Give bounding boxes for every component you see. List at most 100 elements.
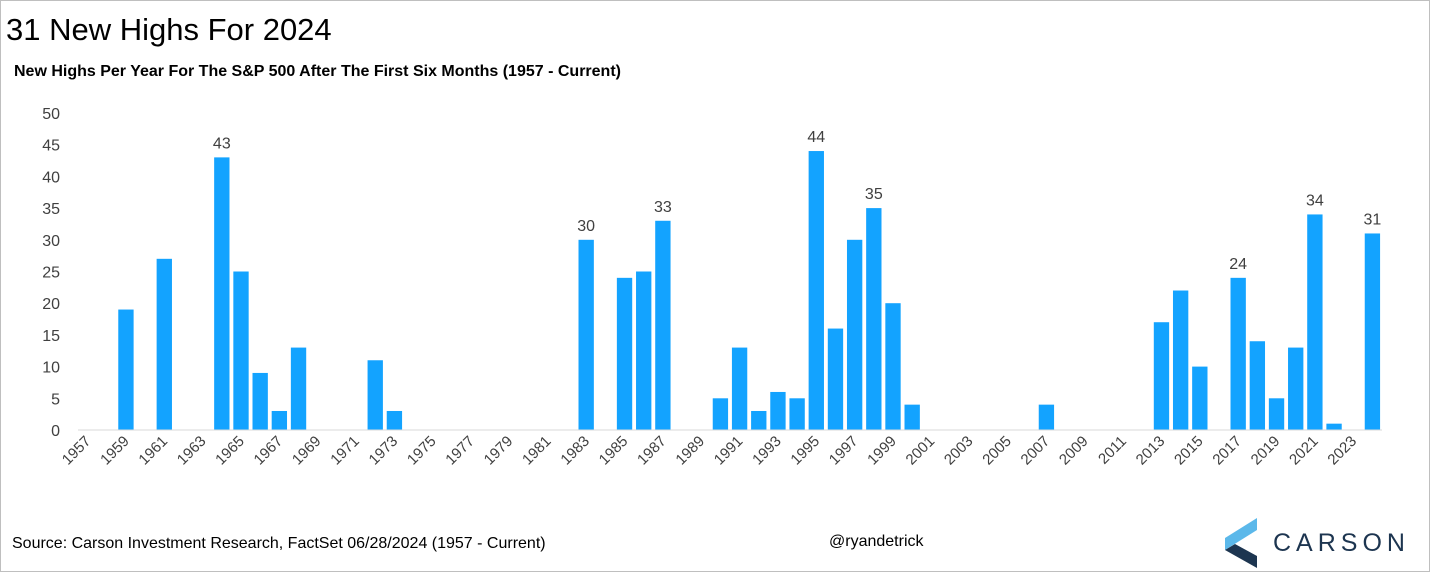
x-tick-label: 1993: [749, 433, 785, 469]
bar-1985: [616, 277, 633, 430]
y-tick-label: 50: [42, 106, 60, 123]
bar-1983: [578, 239, 594, 430]
y-tick-label: 40: [42, 169, 60, 186]
x-tick-label: 1987: [634, 433, 670, 469]
x-tick-label: 1961: [136, 433, 172, 469]
x-tick-label: 1989: [672, 433, 708, 469]
bar-1961: [156, 258, 172, 430]
data-label-2017: 24: [1229, 256, 1247, 273]
bar-1992: [751, 410, 767, 430]
x-tick-label: 1985: [596, 433, 632, 469]
x-tick-label: 2007: [1018, 433, 1054, 469]
x-tick-label: 1975: [404, 433, 440, 469]
y-tick-label: 25: [42, 265, 60, 282]
bar-1994: [789, 398, 805, 430]
x-tick-label: 2011: [1095, 433, 1130, 468]
logo-wordmark: CARSON: [1273, 528, 1410, 557]
y-tick-label: 20: [42, 296, 60, 313]
x-tick-label: 2021: [1286, 433, 1322, 469]
x-tick-label: 1963: [174, 433, 210, 469]
bar-2018: [1249, 341, 1266, 430]
x-tick-label: 2023: [1324, 433, 1360, 469]
x-tick-label: 2009: [1056, 433, 1092, 469]
carson-logo: CARSON: [1225, 518, 1410, 568]
bars: [118, 151, 1381, 431]
bar-2022: [1326, 423, 1342, 430]
x-tick-label: 1967: [251, 433, 287, 469]
bar-1967: [271, 410, 288, 430]
x-tick-label: 2019: [1248, 433, 1284, 469]
bar-1987: [655, 220, 671, 430]
bar-1999: [885, 303, 901, 430]
page-title: 31 New Highs For 2024: [6, 12, 332, 47]
y-tick-label: 0: [51, 423, 60, 440]
x-tick-label: 2015: [1171, 433, 1207, 469]
y-tick-label: 35: [42, 201, 60, 218]
bar-1959: [118, 309, 134, 430]
chart-subtitle: New Highs Per Year For The S&P 500 After…: [14, 63, 621, 80]
x-tick-label: 1997: [826, 433, 862, 469]
bar-1973: [386, 410, 403, 430]
x-tick-label: 1979: [481, 433, 517, 469]
bar-2017: [1230, 277, 1246, 430]
x-tick-label: 2005: [979, 433, 1015, 469]
x-tick-label: 1981: [519, 433, 555, 469]
bar-2000: [904, 404, 920, 430]
bar-1986: [636, 271, 652, 430]
x-tick-label: 1957: [59, 433, 95, 469]
bar-chart: 0 5 10 15 20 25 30 35 40 45 50 43 30 33 44 35 24 34 31 19…: [42, 106, 1382, 469]
y-tick-label: 15: [42, 328, 60, 345]
bar-1996: [827, 328, 844, 430]
x-tick-label: 1971: [327, 433, 363, 469]
x-tick-label: 1977: [442, 433, 478, 469]
data-label-1983: 30: [577, 218, 595, 235]
bar-2021: [1307, 214, 1323, 430]
bar-2013: [1153, 322, 1170, 430]
bar-1972: [367, 360, 383, 430]
source-note: Source: Carson Investment Research, Fact…: [12, 535, 546, 552]
data-labels: 43 30 33 44 35 24 34 31: [213, 129, 1381, 273]
y-tick-label: 45: [42, 138, 60, 155]
y-tick-label: 30: [42, 233, 60, 250]
bar-2020: [1288, 347, 1304, 430]
x-tick-label: 1999: [864, 433, 900, 469]
bar-1990: [712, 398, 729, 430]
x-tick-label: 1995: [788, 433, 824, 469]
y-tick-label: 10: [42, 360, 60, 377]
data-label-1998: 35: [865, 186, 883, 203]
x-tick-label: 2001: [903, 433, 939, 469]
x-tick-label: 2013: [1133, 433, 1169, 469]
bar-1991: [731, 347, 748, 430]
data-label-1964: 43: [213, 135, 231, 152]
data-label-1995: 44: [807, 129, 825, 146]
x-tick-label: 2017: [1209, 433, 1245, 469]
bar-1964: [214, 157, 230, 430]
bar-1968: [290, 347, 307, 430]
data-label-2024: 31: [1364, 211, 1382, 228]
x-tick-label: 1969: [289, 433, 325, 469]
bar-2015: [1192, 366, 1208, 430]
carson-logo-icon: [1225, 518, 1257, 568]
bar-1997: [846, 239, 863, 430]
bar-1995: [808, 151, 824, 431]
x-tick-label: 1983: [557, 433, 593, 469]
x-tick-label: 1973: [366, 433, 402, 469]
x-tick-label: 1991: [711, 433, 747, 469]
bar-1993: [770, 391, 786, 430]
bar-2014: [1172, 290, 1189, 430]
x-tick-label: 2003: [941, 433, 977, 469]
bar-1965: [233, 271, 249, 430]
y-axis: 0 5 10 15 20 25 30 35 40 45 50: [42, 106, 60, 440]
bar-2019: [1268, 398, 1285, 430]
x-tick-label: 1965: [212, 433, 248, 469]
bar-1966: [252, 372, 268, 430]
y-tick-label: 5: [51, 391, 60, 408]
author-handle: @ryandetrick: [829, 533, 924, 550]
bar-1998: [866, 208, 882, 430]
bar-2024: [1364, 233, 1381, 430]
data-label-1987: 33: [654, 199, 672, 216]
x-tick-label: 1959: [97, 433, 133, 469]
data-label-2021: 34: [1306, 192, 1324, 209]
bar-2007: [1038, 404, 1055, 430]
x-axis: 1957 1959 1961 1963 1965 1967 1969 1971 1973 1975…: [59, 433, 1360, 469]
